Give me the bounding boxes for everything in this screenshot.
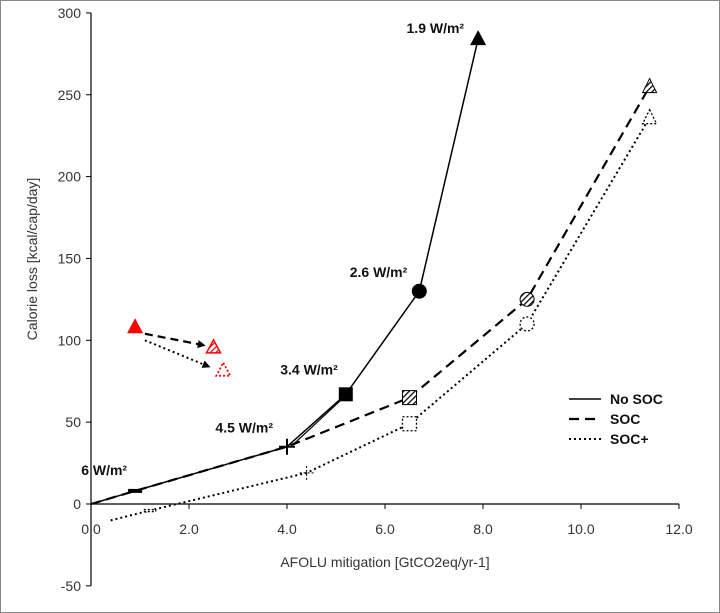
arrow-soc [144,332,206,348]
y-tick-label: 250 [58,87,82,103]
legend-label: SOC+ [610,431,649,447]
x-tick-label: 6.0 [375,521,395,537]
y-tick-label: 50 [65,414,81,430]
legend-label: SOC [610,411,640,427]
y-axis-label: Calorie loss [kcal/cap/day] [24,178,40,341]
marker-dotted-triangle [641,108,658,125]
legend-label: No SOC [610,391,663,407]
y-tick-label: 100 [58,332,82,348]
series-line-soc- [110,117,651,522]
x-tick-label: 0.0 [81,521,101,537]
red-marker-soc-plus [214,360,232,377]
arrow-soc-plus [144,339,211,368]
marker-hatched-circle [519,291,535,307]
series-line-no-soc [90,38,479,505]
marker-hatched-triangle [641,77,658,94]
red-marker-soc [205,338,222,354]
marker-hatched-square [402,390,417,406]
annotation-label: 1.9 W/m² [407,20,465,36]
annotation-label: 3.4 W/m² [280,361,338,377]
x-tick-label: 8.0 [473,521,493,537]
series-line-soc [90,86,651,506]
marker-dotted-square [401,416,418,432]
y-tick-label: 300 [58,5,82,21]
marker-dotted-circle [519,316,535,332]
marker-dotted-dash [143,508,157,513]
marker-square [338,387,353,402]
red-marker-no-soc [127,318,144,334]
x-tick-label: 2.0 [179,521,199,537]
x-tick-label: 12.0 [665,521,692,537]
marker-triangle [470,30,487,46]
marker-plus [279,438,295,455]
marker-dash [128,488,143,493]
marker-circle [411,283,427,299]
y-tick-label: 150 [58,250,82,266]
y-tick-label: 200 [58,169,82,185]
x-axis-label: AFOLU mitigation [GtCO2eq/yr-1] [280,554,489,570]
x-tick-label: 4.0 [277,521,297,537]
y-tick-label: 0 [73,496,81,512]
x-tick-label: 10.0 [567,521,594,537]
annotation-label: 4.5 W/m² [215,420,273,436]
annotation-label: 2.6 W/m² [350,264,408,280]
y-tick-label: -50 [61,578,81,594]
annotation-label: 6 W/m² [81,462,127,478]
leader-line [292,397,344,446]
